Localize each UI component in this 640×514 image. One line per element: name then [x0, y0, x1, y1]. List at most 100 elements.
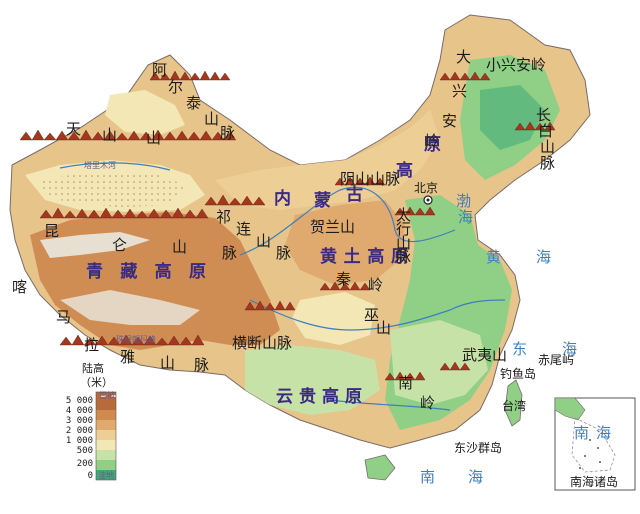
label-karakoram: 喀 [12, 278, 27, 296]
legend-swatch-2000 [96, 430, 116, 440]
label-altai-3: 泰 [186, 94, 201, 112]
label-taihang-4: 脉 [396, 248, 411, 266]
wuyi-range [439, 361, 471, 371]
changbai-range [514, 121, 556, 131]
label-changbai-4: 脉 [540, 154, 555, 172]
legend-tick: 2 000 [66, 426, 93, 436]
inset-coast [554, 397, 586, 421]
label-qilian-3: 山 [256, 232, 271, 250]
label-hengduan: 横断山脉 [232, 334, 292, 352]
legend-tick: 3 000 [66, 416, 93, 426]
tarim-river-line [59, 162, 171, 171]
nanhai-inset: 南 海 南海诸岛 [554, 397, 636, 491]
label-altai-2: 尔 [168, 78, 183, 96]
label-dongsha: 东沙群岛 [454, 440, 502, 455]
label-wushan-2: 山 [376, 319, 391, 337]
label-taihang-3: 山 [396, 234, 411, 252]
label-tarim-river: 塔里木河 [84, 160, 116, 170]
legend-swatch-1000 [96, 440, 116, 450]
legend-swatch-500 [96, 450, 116, 460]
label-xiaoxinganling: 小兴安岭 [486, 56, 546, 74]
tianshan-range [19, 129, 237, 141]
yangtze-river [249, 299, 506, 331]
legend-swatch-200 [96, 460, 116, 470]
inset-title: 南海诸岛 [570, 474, 618, 489]
label-kunlun-2: 仑 [112, 236, 127, 254]
daxinganling-range [439, 71, 491, 81]
yellow-river [239, 186, 456, 256]
label-himalaya-4: 山 [160, 354, 175, 372]
label-diaoyu: 钓鱼岛 [500, 366, 536, 381]
legend-snow-label: 雪被 [99, 390, 115, 400]
label-himalaya-2: 拉 [84, 336, 99, 354]
label-qilian-2: 连 [236, 220, 251, 238]
legend-title-2: （米） [80, 376, 113, 389]
label-helan: 贺兰山 [310, 218, 355, 236]
himalaya-range [59, 334, 205, 346]
label-huanghai-1: 黄 [486, 248, 501, 266]
label-kunlun-3: 山 [172, 238, 187, 256]
legend-tick: 4 000 [66, 406, 93, 416]
legend-swatch-snow [96, 392, 116, 400]
legend-title-1: 陆高 [82, 361, 104, 375]
label-daxinganling-3: 安 [442, 112, 457, 130]
legend-below-label: 洼地 [98, 470, 114, 480]
legend-swatch-below [96, 470, 116, 480]
label-nanhai-1: 南 [420, 468, 435, 486]
sichuan-basin [292, 292, 375, 345]
label-daxinganling-4: 岭 [424, 132, 439, 150]
label-neimeng-2: 蒙 [314, 190, 331, 211]
label-kunlun-4: 脉 [222, 244, 237, 262]
taklamakan-desert [40, 172, 185, 207]
legend-tick: 5 000 [66, 396, 93, 406]
label-qinling-1: 秦 [336, 270, 351, 288]
rivers [59, 162, 506, 411]
qinling-range [319, 281, 371, 291]
label-neimeng-1: 内 [274, 188, 291, 209]
legend-tick: 500 [77, 446, 93, 456]
kunlun-range [39, 207, 209, 219]
taihang-range [394, 206, 436, 216]
label-tianshan-3: 山 [146, 129, 161, 147]
hengduan-range [244, 300, 296, 311]
label-himalaya-3: 雅 [120, 348, 135, 366]
label-taiwan: 台湾 [502, 398, 526, 413]
label-wushan-1: 巫 [364, 306, 379, 324]
inset-nanhai-1: 南 [574, 424, 589, 442]
label-qilian-4: 脉 [276, 244, 291, 262]
qingzang-snow-2 [60, 290, 200, 325]
junggar-basin [105, 90, 185, 135]
loess-plateau [285, 200, 405, 285]
label-neimeng-4: 高 [396, 160, 413, 181]
label-kunlun-1: 昆 [44, 222, 59, 240]
label-wuyi: 武夷山 [462, 346, 507, 364]
altai-range [149, 70, 231, 81]
label-neimeng-5: 原 [424, 135, 441, 155]
hainan-island [364, 454, 396, 481]
label-daxinganling-2: 兴 [452, 82, 467, 100]
label-bohai-2: 海 [458, 208, 473, 226]
label-tianshan-4: 脉 [220, 124, 235, 142]
qilian-range [204, 194, 266, 206]
label-taihang-1: 太 [396, 206, 411, 224]
label-himalaya-5: 脉 [194, 356, 209, 374]
label-himalaya-1: 马 [56, 308, 71, 326]
label-qinling-2: 岭 [368, 276, 383, 294]
label-changbai-2: 白 [538, 122, 553, 140]
legend-tick: 0 [88, 471, 93, 481]
beijing-marker [423, 195, 433, 205]
mountain-ranges [19, 70, 556, 381]
yungui-region [245, 345, 380, 415]
nanling-range [384, 371, 426, 381]
label-huanghai-2: 海 [536, 248, 551, 266]
label-tianshan-2: 山 [102, 126, 117, 144]
label-donghai-1: 东 [512, 340, 527, 358]
label-daxinganling-1: 大 [456, 48, 471, 66]
legend-swatch-3000 [96, 420, 116, 430]
label-changbai-3: 山 [540, 138, 555, 156]
taiwan-island [504, 379, 523, 427]
label-yinshan: 阴山山脉 [340, 170, 400, 188]
pearl-river [329, 399, 451, 411]
legend-tick: 200 [77, 459, 93, 469]
